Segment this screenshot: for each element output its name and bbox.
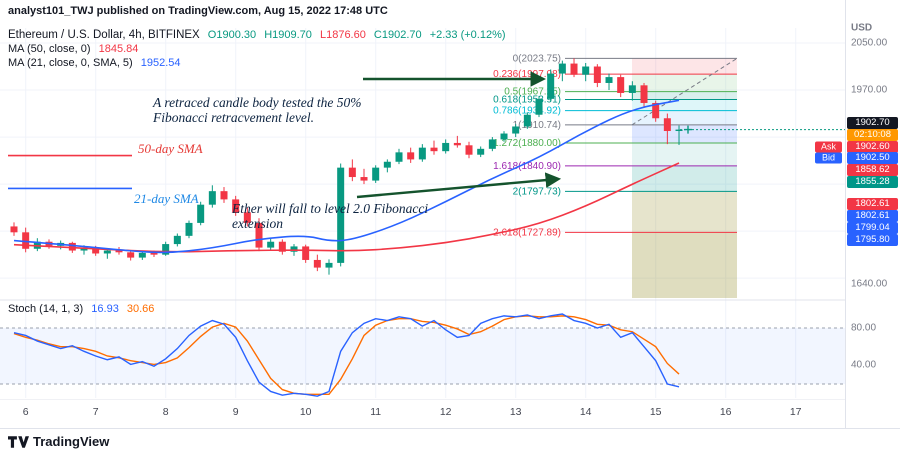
ohlc-open: O1900.30 <box>207 29 257 41</box>
stoch-legend: Stoch (14, 1, 3) 16.93 30.66 <box>8 303 159 315</box>
time-axis[interactable]: 6 7 8 9 10 11 12 13 14 15 16 17 <box>0 400 845 428</box>
annotation-line: Ether will fall to level 2.0 Fibonacci <box>232 201 429 216</box>
fib-band <box>632 110 737 125</box>
price-badge: 1855.28 <box>847 176 898 188</box>
fib-level-label: 2.618(1727.89) <box>493 227 561 238</box>
fib-level-label: 0.236(1997.08) <box>493 69 561 80</box>
time-axis-label: 10 <box>299 406 312 418</box>
price-axis-label: 1640.00 <box>851 278 888 290</box>
price-change: +2.33 (+0.12%) <box>429 29 506 41</box>
ask-price-badge: 1902.60 <box>847 141 898 153</box>
fib-band <box>632 232 737 298</box>
fib-level-label: 0(2023.75) <box>513 53 561 64</box>
time-axis-label: 6 <box>22 406 29 418</box>
ohlc-close: C1902.70 <box>373 29 422 41</box>
fib-band <box>632 99 737 111</box>
ohlc-low: L1876.60 <box>319 29 366 41</box>
fib-level-label: 0.786(1934.92) <box>493 106 561 117</box>
fib-level-label: 2(1797.73) <box>513 186 561 197</box>
price-badge: 1795.80 <box>847 234 898 246</box>
fib-band <box>632 74 737 92</box>
ma21-legend-row: MA (21, close, 0, SMA, 5) 1952.54 <box>8 56 511 70</box>
fib-band <box>632 124 737 143</box>
price-badge: 02:10:08 <box>847 129 898 141</box>
symbol-title[interactable]: Ethereum / U.S. Dollar, 4h, BITFINEX <box>8 29 200 41</box>
time-axis-label: 9 <box>232 406 239 418</box>
fib-level-label: 1(1910.74) <box>513 120 561 131</box>
fib-band <box>632 58 737 75</box>
time-axis-label: 12 <box>439 406 452 418</box>
price-axis-label: 2050.00 <box>851 37 888 49</box>
time-axis-label: 15 <box>649 406 662 418</box>
price-axis-label: 40.00 <box>851 359 877 371</box>
time-axis-label: 7 <box>92 406 99 418</box>
ma21-value: 1952.54 <box>140 57 181 69</box>
price-axis-label: 1970.00 <box>851 84 888 96</box>
annotation-line: extension <box>232 215 283 231</box>
bid-tag: Bid <box>815 152 842 164</box>
annotation-note-fib50[interactable]: A retraced candle body tested the 50% Fi… <box>153 95 362 125</box>
time-axis-label: 14 <box>579 406 592 418</box>
fib-level-label: 1.272(1880.00) <box>493 138 561 149</box>
tradingview-logo[interactable]: TradingView <box>8 434 109 449</box>
bid-price-badge: 1902.50 <box>847 152 898 164</box>
publish-header: analyst101_TWJ published on TradingView.… <box>8 5 388 17</box>
fib-level-label: 1.618(1840.90) <box>493 161 561 172</box>
tradingview-logo-text: TradingView <box>33 434 110 449</box>
annotation-arrow[interactable] <box>356 172 562 199</box>
fib-level-label: 0.618(1953.91) <box>493 94 561 105</box>
price-badge: 1802.61 <box>847 210 898 222</box>
stoch-d-value: 30.66 <box>126 303 155 315</box>
ma50-value: 1845.84 <box>98 43 139 55</box>
stoch-d-line <box>13 315 680 395</box>
ma50-legend-row: MA (50, close, 0) 1845.84 <box>8 42 511 56</box>
ask-tag: Ask <box>815 141 842 153</box>
price-cross-marker <box>684 125 692 134</box>
fib-band <box>632 142 737 166</box>
footer-bar: TradingView <box>0 428 900 454</box>
time-axis-label: 13 <box>509 406 522 418</box>
tradingview-logo-icon <box>8 435 29 448</box>
annotation-line: A retraced candle body tested the 50% <box>153 95 362 110</box>
sma21-annotation-label[interactable]: 21-day SMA <box>134 191 199 206</box>
price-badge: 1858.62 <box>847 164 898 176</box>
candlestick-series <box>10 58 683 275</box>
time-axis-label: 17 <box>789 406 802 418</box>
price-axis-label: 80.00 <box>851 322 877 334</box>
price-badge: 1799.04 <box>847 222 898 234</box>
stoch-k-value: 16.93 <box>91 303 119 315</box>
stoch-k-line <box>13 313 680 397</box>
fib-band <box>632 91 737 100</box>
fib-level-label: 0.5(1967.25) <box>504 87 561 98</box>
ma21-line[interactable] <box>13 99 680 254</box>
price-badge: 1902.70 <box>847 117 898 129</box>
ma21-label[interactable]: MA (21, close, 0, SMA, 5) <box>8 57 133 69</box>
stoch-band <box>0 328 845 384</box>
price-badge: 1802.61 <box>847 198 898 210</box>
time-axis-label: 16 <box>719 406 732 418</box>
price-axis[interactable]: USD 2050.00 1970.00 1640.00 80.00 40.00 1902.… <box>845 0 900 428</box>
symbol-row: Ethereum / U.S. Dollar, 4h, BITFINEX O19… <box>8 28 511 42</box>
sma50-annotation-label[interactable]: 50-day SMA <box>138 141 203 156</box>
fib-band <box>632 165 737 192</box>
time-axis-label: 11 <box>370 406 382 418</box>
ohlc-high: H1909.70 <box>264 29 312 41</box>
symbol-legend: Ethereum / U.S. Dollar, 4h, BITFINEX O19… <box>8 28 511 70</box>
currency-label: USD <box>851 22 873 34</box>
stoch-label[interactable]: Stoch (14, 1, 3) <box>8 303 84 315</box>
annotation-line: Fibonacci retracvement level. <box>153 109 315 125</box>
time-axis-label: 8 <box>162 406 169 418</box>
fib-band <box>632 191 737 233</box>
annotation-note-extension[interactable]: Ether will fall to level 2.0 Fibonacci e… <box>232 201 429 231</box>
ma50-label[interactable]: MA (50, close, 0) <box>8 43 91 55</box>
